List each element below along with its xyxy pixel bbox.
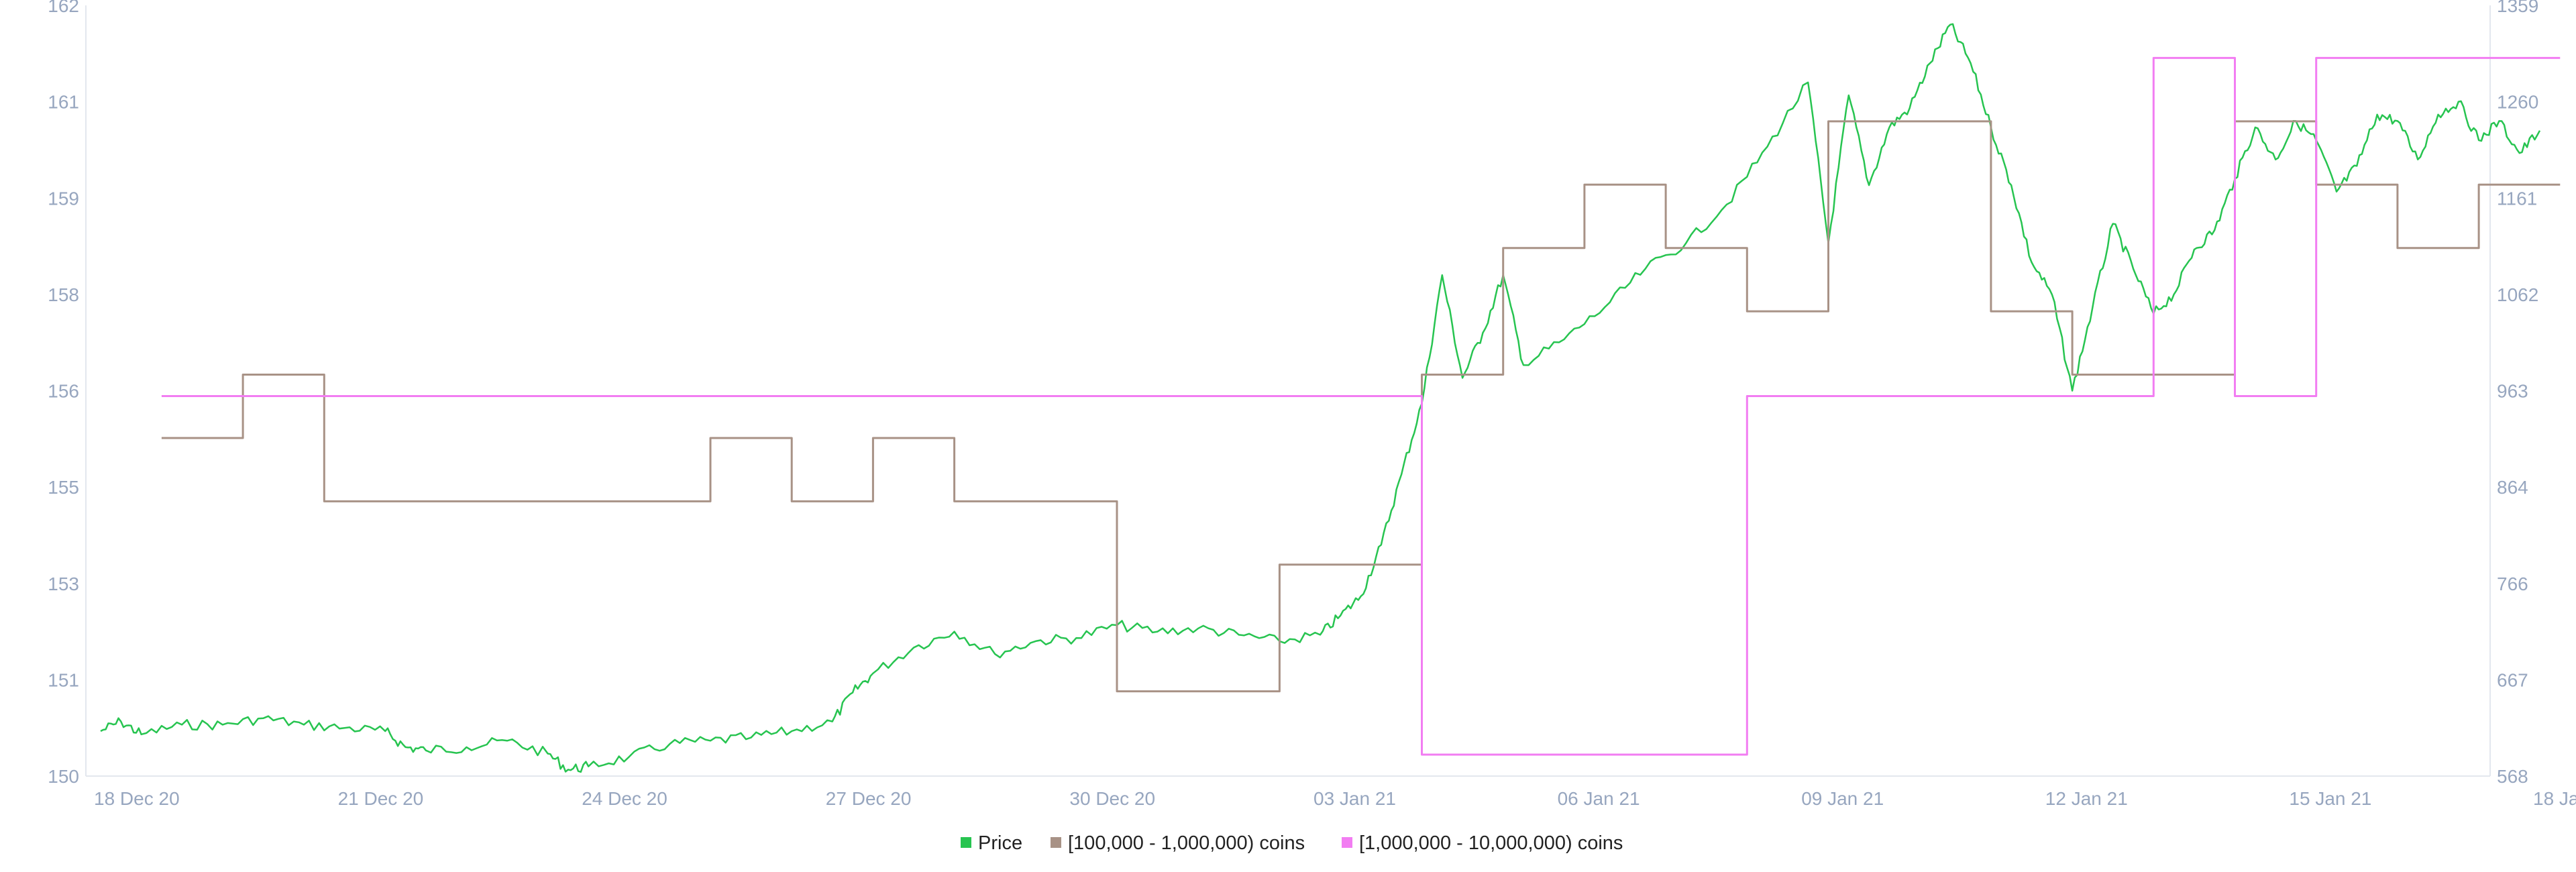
y-right-tick-label: 1359 [2497, 0, 2538, 16]
legend: Price [100,000 - 1,000,000) coins [1,000,0… [961, 832, 1623, 854]
legend-swatch [1051, 837, 1061, 848]
y-right-tick-label: 568 [2497, 766, 2528, 787]
series-line-price [100, 23, 2541, 773]
legend-label: [1,000,000 - 10,000,000) coins [1359, 832, 1623, 854]
y-right-tick-label: 667 [2497, 669, 2528, 690]
y-left-tick-label: 155 [48, 477, 79, 498]
x-tick-label: 09 Jan 21 [1801, 788, 1884, 809]
series-line-100k-1m-coins [161, 120, 2561, 693]
y-left-tick-label: 153 [48, 574, 79, 594]
legend-label: [100,000 - 1,000,000) coins [1068, 832, 1305, 854]
x-tick-label: 18 Jan 21 [2533, 788, 2576, 809]
y-left-tick-label: 151 [48, 669, 79, 690]
y-left-tick-label: 162 [48, 0, 79, 16]
y-left-tick-label: 158 [48, 284, 79, 305]
x-tick-label: 15 Jan 21 [2289, 788, 2371, 809]
legend-label: Price [978, 832, 1022, 854]
x-tick-label: 30 Dec 20 [1069, 788, 1155, 809]
x-tick-label: 12 Jan 21 [2045, 788, 2128, 809]
x-tick-label: 21 Dec 20 [338, 788, 424, 809]
y-right-tick-label: 766 [2497, 574, 2528, 594]
x-tick-labels: 18 Dec 20 21 Dec 20 24 Dec 20 27 Dec 20 30 D… [94, 788, 2576, 809]
y-left-tick-labels: 150 151 153 155 156 158 159 161 162 [48, 0, 79, 787]
series-line-1m-10m-coins [161, 56, 2561, 756]
legend-swatch [961, 837, 971, 848]
x-tick-label: 18 Dec 20 [94, 788, 180, 809]
x-tick-label: 03 Jan 21 [1313, 788, 1396, 809]
y-right-tick-label: 1161 [2497, 188, 2537, 209]
x-tick-label: 06 Jan 21 [1558, 788, 1640, 809]
y-right-tick-labels: 568 667 766 864 963 1062 1161 1260 1359 [2497, 0, 2538, 787]
y-left-tick-label: 156 [48, 381, 79, 402]
y-left-tick-label: 159 [48, 188, 79, 209]
x-tick-label: 27 Dec 20 [826, 788, 912, 809]
legend-swatch [1342, 837, 1352, 848]
series-layer [100, 23, 2561, 773]
y-right-tick-label: 864 [2497, 477, 2528, 498]
y-right-tick-label: 1260 [2497, 92, 2538, 113]
y-right-tick-label: 1062 [2497, 284, 2538, 305]
x-tick-label: 24 Dec 20 [582, 788, 667, 809]
y-right-tick-label: 963 [2497, 381, 2528, 402]
y-left-tick-label: 150 [48, 766, 79, 787]
y-left-tick-label: 161 [48, 92, 79, 113]
